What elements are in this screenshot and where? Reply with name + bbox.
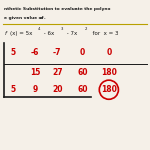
Text: 5: 5 [11, 85, 16, 94]
Text: x: x [39, 16, 42, 20]
Text: 27: 27 [52, 68, 63, 76]
Text: f: f [4, 31, 6, 36]
Text: 15: 15 [30, 68, 40, 76]
Text: -6: -6 [31, 48, 39, 57]
Text: - 6x: - 6x [42, 31, 54, 36]
Text: 60: 60 [77, 85, 88, 94]
Text: 0: 0 [106, 48, 111, 57]
Text: - 7x: - 7x [65, 31, 78, 36]
Text: 60: 60 [77, 68, 88, 76]
Text: 0: 0 [80, 48, 85, 57]
Text: 5: 5 [11, 48, 16, 57]
Text: 3: 3 [61, 27, 63, 31]
Text: 20: 20 [52, 85, 63, 94]
Text: 180: 180 [101, 68, 117, 76]
Text: 2: 2 [85, 27, 87, 31]
Text: (x) = 5x: (x) = 5x [10, 31, 33, 36]
Text: for  x = 3: for x = 3 [89, 31, 118, 36]
Text: 4: 4 [38, 27, 40, 31]
Text: nthetic Substitution to evaluate the polyno: nthetic Substitution to evaluate the pol… [4, 7, 110, 11]
Text: e given value of: e given value of [4, 16, 45, 20]
Text: 180: 180 [101, 85, 117, 94]
Text: .: . [43, 16, 45, 20]
Text: 9: 9 [33, 85, 38, 94]
Text: -7: -7 [53, 48, 62, 57]
